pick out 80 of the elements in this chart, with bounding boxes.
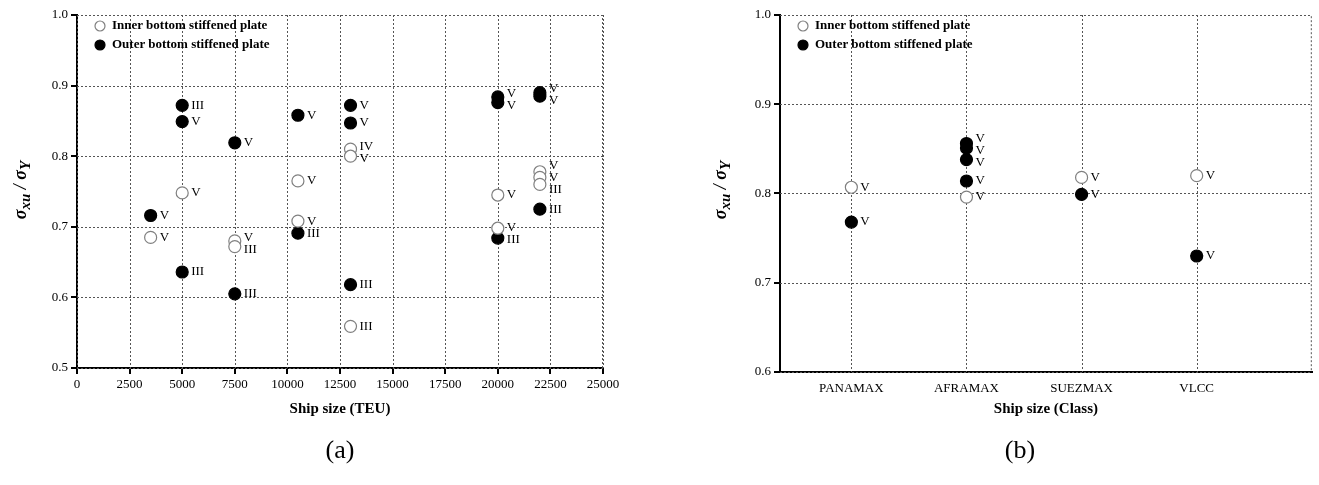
x-tick-label: 5000 bbox=[169, 376, 196, 392]
x-tick-label: 12500 bbox=[323, 376, 357, 392]
y-tick-label: 0.7 bbox=[754, 274, 772, 290]
x-tick-label: 7500 bbox=[221, 376, 248, 392]
data-label: V bbox=[860, 178, 871, 194]
point bbox=[533, 177, 547, 192]
y-tick-label: 0.8 bbox=[51, 147, 68, 163]
x-tick-label: 10000 bbox=[271, 376, 304, 392]
y-tick-label: 1.0 bbox=[51, 6, 68, 22]
y-tick-label: 0.9 bbox=[754, 95, 771, 111]
x-tick-label: AFRAMAX bbox=[933, 380, 1000, 396]
point bbox=[343, 98, 358, 112]
point bbox=[144, 208, 158, 223]
data-label: V bbox=[1205, 247, 1216, 263]
y-tick-label: 0.6 bbox=[51, 288, 69, 304]
data-label: V bbox=[975, 188, 986, 204]
point bbox=[491, 188, 505, 202]
data-label: V bbox=[359, 96, 370, 112]
point bbox=[343, 116, 358, 130]
point bbox=[291, 108, 305, 122]
y-tick-label: 0.7 bbox=[51, 218, 69, 234]
legend-label: Outer bottom stiffened plate bbox=[112, 36, 270, 52]
point bbox=[175, 115, 189, 129]
x-tick-label: 22500 bbox=[534, 376, 567, 392]
data-label: V bbox=[1090, 185, 1101, 201]
point bbox=[228, 136, 242, 150]
x-tick-label: VLCC bbox=[1179, 380, 1215, 396]
x-tick-label: PANAMAX bbox=[819, 380, 885, 396]
point bbox=[291, 214, 305, 228]
x-axis-title: Ship size (TEU) bbox=[289, 399, 391, 417]
point bbox=[343, 278, 358, 292]
data-label: V bbox=[1090, 168, 1101, 184]
x-tick-label: 15000 bbox=[376, 376, 409, 392]
point bbox=[175, 186, 189, 200]
point bbox=[291, 174, 305, 188]
legend-label: Inner bottom stiffened plate bbox=[815, 17, 971, 33]
y-tick-label: 1.0 bbox=[754, 6, 771, 22]
data-label: V bbox=[306, 106, 317, 122]
data-label: III bbox=[359, 317, 373, 333]
point bbox=[144, 230, 158, 244]
y-tick-label: 0.8 bbox=[754, 184, 771, 200]
point bbox=[533, 202, 547, 216]
point bbox=[491, 221, 505, 235]
point bbox=[343, 319, 358, 333]
data-label: V bbox=[860, 213, 871, 229]
data-label: V bbox=[1205, 167, 1216, 183]
data-label: V bbox=[191, 113, 202, 129]
text: (b) bbox=[1004, 435, 1036, 465]
data-label: V bbox=[243, 134, 254, 150]
x-tick-label: SUEZMAX bbox=[1050, 380, 1114, 396]
data-label: III bbox=[548, 200, 562, 216]
legend-label: Outer bottom stiffened plate bbox=[815, 36, 973, 52]
data-label: III bbox=[359, 276, 373, 292]
legend-label: Inner bottom stiffened plate bbox=[112, 17, 268, 33]
x-tick-label: 25000 bbox=[586, 376, 620, 392]
y-tick-label: 0.9 bbox=[51, 77, 68, 93]
data-label: V bbox=[306, 172, 317, 188]
text: (a) bbox=[325, 435, 355, 465]
data-label: V bbox=[975, 172, 986, 188]
data-label: III bbox=[243, 285, 257, 301]
data-label: V bbox=[159, 206, 170, 222]
point bbox=[228, 287, 242, 301]
x-tick-label: 17500 bbox=[428, 376, 462, 392]
point bbox=[291, 226, 305, 240]
point bbox=[175, 98, 189, 112]
x-tick-label: 2500 bbox=[116, 376, 143, 392]
point bbox=[343, 149, 358, 163]
data-label: V bbox=[359, 114, 370, 130]
data-label: III bbox=[191, 263, 205, 279]
point bbox=[175, 265, 189, 279]
x-axis-title: Ship size (Class) bbox=[993, 399, 1098, 417]
x-tick-label: 20000 bbox=[481, 376, 515, 392]
x-tick-label: 0 bbox=[73, 376, 81, 392]
data-label: III bbox=[191, 96, 205, 112]
y-tick-label: 0.6 bbox=[754, 363, 772, 379]
data-label: V bbox=[191, 184, 202, 200]
data-label: V bbox=[159, 228, 170, 244]
data-label: V bbox=[506, 186, 517, 202]
point bbox=[228, 239, 242, 254]
y-tick-label: 0.5 bbox=[51, 359, 68, 375]
